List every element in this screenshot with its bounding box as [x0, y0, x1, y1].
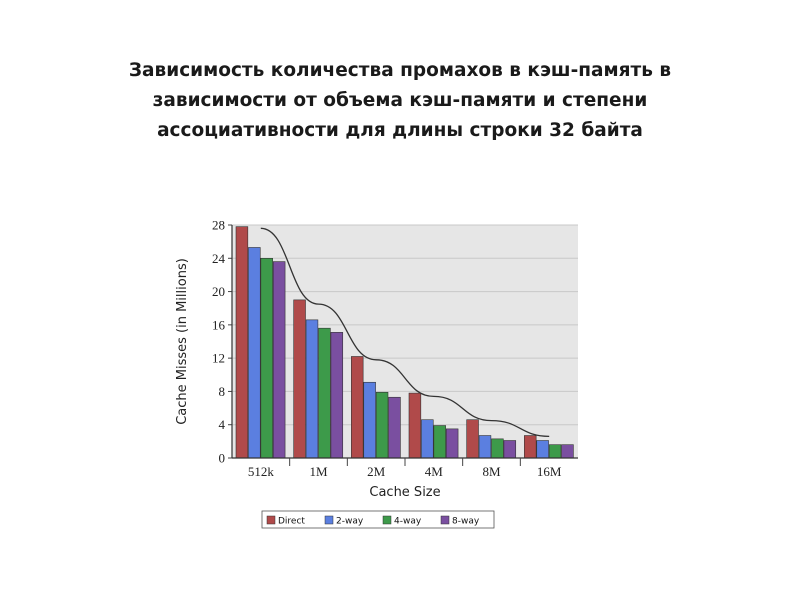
legend-swatch-4-way	[382, 515, 392, 525]
x-tick-label-2m: 2M	[367, 464, 386, 479]
bar-2-way-2m	[363, 381, 376, 459]
bar-8-way-1m	[330, 332, 344, 459]
bar-8-way-512k	[272, 261, 286, 459]
legend: Direct 2-way 4-way 8-way	[261, 510, 495, 529]
y-tick-label: 4	[219, 417, 226, 432]
bar-2-way-8m	[478, 435, 492, 459]
bar-2-way-1m	[305, 319, 319, 459]
bar-2-way-512k	[248, 247, 261, 459]
legend-swatch-2-way	[324, 515, 334, 525]
plot-area	[232, 225, 578, 458]
y-tick-label: 8	[219, 384, 226, 399]
bar-direct-512k	[235, 226, 249, 459]
bar-2-way-16m	[536, 440, 549, 459]
bar-8-way-16m	[561, 444, 574, 459]
legend-label-8-way: 8-way	[452, 517, 480, 527]
bar-4-way-4m	[433, 425, 446, 459]
x-tick-label-16m: 16M	[537, 464, 562, 479]
legend-label-2-way: 2-way	[336, 517, 364, 527]
bar-4-way-2m	[375, 391, 389, 459]
legend-label-4-way: 4-way	[394, 517, 422, 527]
y-tick-label: 12	[212, 351, 225, 366]
y-tick-label: 0	[219, 451, 226, 466]
x-tick-label-512k: 512k	[248, 464, 275, 479]
bar-4-way-512k	[260, 257, 273, 459]
bar-direct-16m	[524, 435, 537, 459]
y-tick-label: 16	[212, 317, 226, 332]
x-tick-label-8m: 8M	[482, 464, 501, 479]
bar-8-way-8m	[503, 440, 517, 459]
x-axis-label: Cache Size	[369, 485, 440, 500]
y-tick-label: 24	[212, 251, 226, 266]
bar-4-way-1m	[318, 327, 331, 459]
bar-4-way-16m	[548, 444, 562, 459]
slide-title: Зависимость количества промахов в кэш-па…	[128, 60, 672, 141]
bar-2-way-4m	[421, 419, 434, 459]
y-axis-label: Cache Misses (in Millions)	[175, 258, 190, 425]
trend-line	[260, 227, 550, 438]
bar-direct-4m	[408, 392, 422, 459]
bar-direct-1m	[293, 299, 306, 459]
bar-8-way-2m	[388, 396, 401, 459]
bar-4-way-8m	[491, 438, 504, 459]
legend-box	[261, 510, 495, 529]
bar-direct-2m	[351, 356, 364, 459]
y-tick-label: 20	[212, 284, 225, 299]
legend-swatch-direct	[266, 515, 276, 525]
legend-swatch-8-way	[440, 515, 450, 525]
legend-label-direct: Direct	[278, 517, 305, 527]
bar-8-way-4m	[445, 428, 459, 459]
bar-direct-8m	[466, 419, 479, 459]
x-tick-label-1m: 1M	[309, 464, 328, 479]
x-tick-label-4m: 4M	[425, 464, 444, 479]
y-tick-label: 28	[212, 218, 225, 233]
